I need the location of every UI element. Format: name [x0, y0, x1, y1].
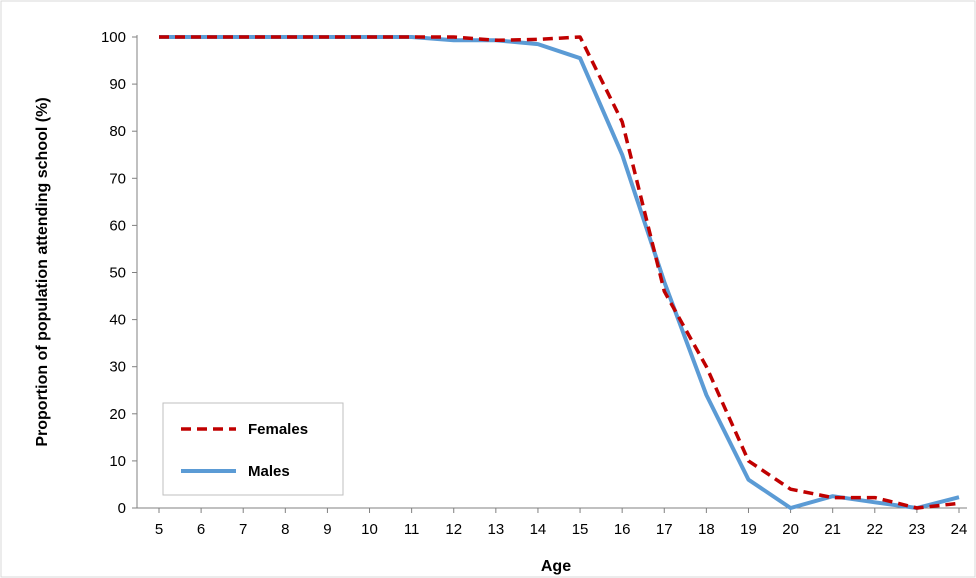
x-tick-label: 11 — [404, 521, 420, 538]
x-tick-label: 15 — [572, 521, 589, 538]
x-tick-label: 14 — [530, 521, 547, 538]
x-tick-label: 7 — [239, 521, 247, 538]
series-layer — [159, 35, 960, 510]
x-tick-label: 8 — [281, 521, 289, 538]
y-tick-label: 100 — [101, 29, 126, 46]
legend: Females Males — [162, 402, 344, 496]
legend-box — [162, 402, 344, 496]
legend-label-females: Females — [248, 421, 308, 438]
y-axis-title: Proportion of population attending schoo… — [34, 97, 51, 446]
y-tick-label: 50 — [109, 265, 126, 282]
x-tick-label: 19 — [740, 521, 757, 538]
y-tick-label: 80 — [109, 123, 126, 140]
x-tick-label: 20 — [782, 521, 799, 538]
x-tick-label: 6 — [197, 521, 205, 538]
x-tick-label: 21 — [824, 521, 841, 538]
x-tick-label: 10 — [361, 521, 378, 538]
x-axis-title: Age — [541, 558, 571, 575]
x-tick-label: 17 — [656, 521, 673, 538]
legend-label-males: Males — [248, 463, 290, 480]
x-tick-label: 5 — [155, 521, 163, 538]
series-line-females — [159, 35, 960, 510]
x-tick-label: 13 — [487, 521, 504, 538]
x-tick-label: 22 — [866, 521, 883, 538]
y-tick-label: 60 — [109, 217, 126, 234]
x-tick-label: 12 — [445, 521, 462, 538]
y-tick-label: 30 — [109, 359, 126, 376]
y-tick-label: 20 — [109, 406, 126, 423]
y-tick-label: 10 — [109, 453, 126, 470]
x-tick-label: 18 — [698, 521, 715, 538]
y-tick-label: 70 — [109, 170, 126, 187]
y-tick-label: 0 — [118, 500, 126, 517]
x-axis-ticks: 5 6 7 8 9 10 11 12 13 14 15 16 17 18 19 20 21 22 23 24 — [155, 508, 968, 538]
y-axis-ticks: 0 10 20 30 40 50 60 70 80 90 100 — [101, 29, 137, 517]
axes — [136, 35, 967, 509]
x-tick-label: 9 — [323, 521, 331, 538]
x-tick-label: 16 — [614, 521, 631, 538]
x-tick-label: 23 — [909, 521, 926, 538]
y-tick-label: 90 — [109, 76, 126, 93]
x-tick-label: 24 — [951, 521, 968, 538]
y-tick-label: 40 — [109, 312, 126, 329]
